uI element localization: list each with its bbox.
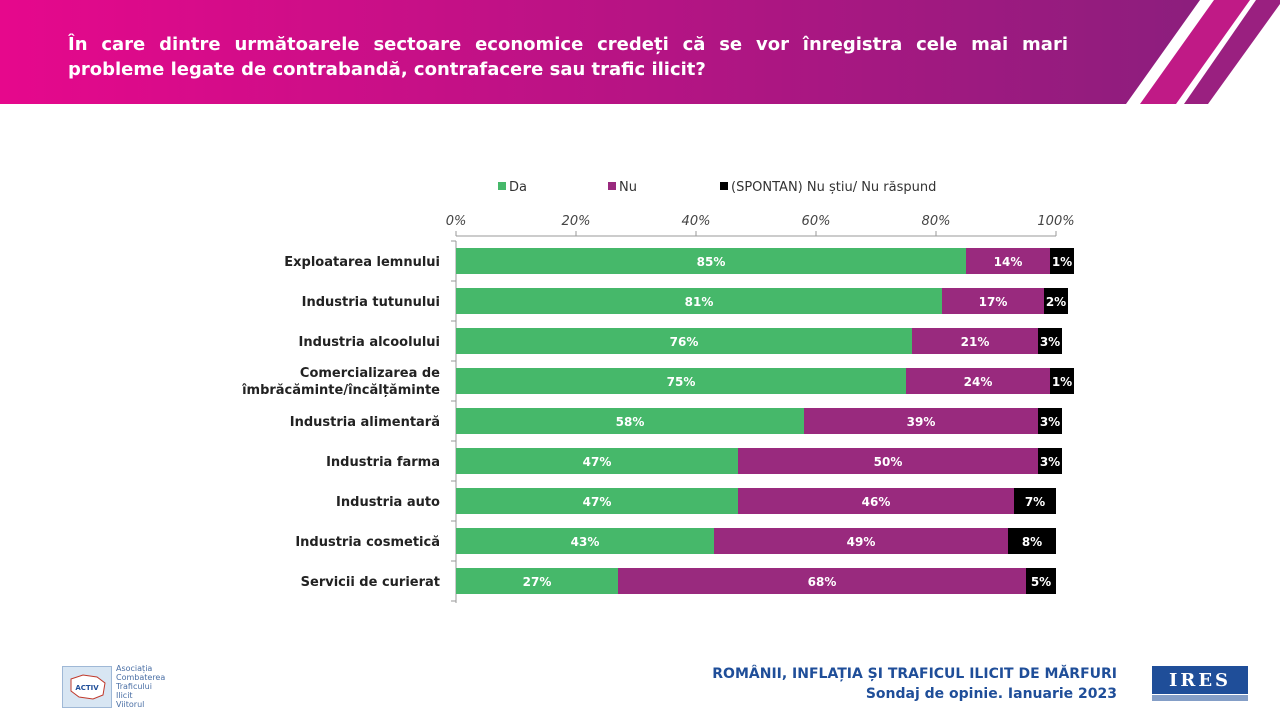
data-label: 75% (667, 375, 696, 389)
bar-segment (618, 568, 1026, 594)
activ-line: Viitorul (116, 700, 145, 709)
activ-line: Asociația (116, 664, 153, 673)
ires-logo: IRES (1152, 666, 1248, 694)
stacked-bar-chart: Da Nu (SPONTAN) Nu știu/ Nu răspund 0% 20% 40… (241, 180, 1075, 603)
bar-segment (456, 368, 906, 394)
bar-segment (456, 568, 618, 594)
category-label: Servicii de curierat (301, 575, 440, 590)
bar-segment (456, 288, 942, 314)
data-label: 1% (1052, 255, 1072, 269)
footer-title: ROMÂNII, INFLAȚIA ȘI TRAFICUL ILICIT DE … (712, 664, 1117, 704)
activ-logo-lines: Asociația Combaterea Traficului Ilicit V… (116, 664, 165, 709)
bar-segment (942, 288, 1044, 314)
activ-logo: ACTIV Asociația Combaterea Traficului Il… (62, 664, 178, 709)
category-label: Comercializarea de (300, 366, 440, 381)
bar-segment (738, 448, 1038, 474)
category-label: Industria alcoolului (299, 335, 440, 350)
bar-segment (456, 528, 714, 554)
data-label: 17% (979, 295, 1008, 309)
category-label: Industria tutunului (302, 295, 440, 310)
bar-segment (1026, 568, 1056, 594)
data-label: 47% (583, 495, 612, 509)
bar-segment (456, 448, 738, 474)
category-label: Industria alimentară (290, 415, 440, 430)
bar-segment (906, 368, 1050, 394)
activ-logo-box: ACTIV (62, 666, 112, 708)
data-label: 58% (616, 415, 645, 429)
page-title: În care dintre următoarele sectoare econ… (68, 34, 1068, 80)
data-label: 46% (862, 495, 891, 509)
x-tick-label: 0% (446, 214, 467, 229)
data-label: 2% (1046, 295, 1066, 309)
data-label: 85% (697, 255, 726, 269)
bar-segment (456, 328, 912, 354)
bar-segment (714, 528, 1008, 554)
legend-swatch (608, 182, 616, 190)
data-label: 3% (1040, 455, 1060, 469)
activ-line: Combaterea (116, 673, 166, 682)
legend-label: Nu (619, 180, 637, 195)
bar-segment (456, 488, 738, 514)
x-tick-label: 60% (802, 214, 831, 229)
data-label-background (1050, 248, 1074, 274)
data-label: 76% (670, 335, 699, 349)
data-label: 5% (1031, 575, 1051, 589)
category-label: Industria farma (326, 455, 440, 470)
category-label: Industria cosmetică (295, 535, 440, 550)
bar-segment (912, 328, 1038, 354)
data-label: 14% (994, 255, 1023, 269)
footer-line-2: Sondaj de opinie. Ianuarie 2023 (865, 686, 1117, 702)
data-label: 81% (685, 295, 714, 309)
legend-swatch (498, 182, 506, 190)
header-background (0, 0, 1280, 104)
data-label: 3% (1040, 335, 1060, 349)
legend-label: Da (509, 180, 527, 195)
data-label-background (1050, 368, 1074, 394)
activ-line: Ilicit (116, 691, 133, 700)
data-label-background (1038, 448, 1062, 474)
data-label: 43% (571, 535, 600, 549)
data-label-background (1038, 408, 1062, 434)
data-label: 47% (583, 455, 612, 469)
data-label: 8% (1022, 535, 1042, 549)
header-banner: În care dintre următoarele sectoare econ… (0, 0, 1280, 104)
category-label: îmbrăcăminte/încălțăminte (241, 383, 440, 398)
activ-line: Traficului (116, 682, 152, 691)
data-label: 39% (907, 415, 936, 429)
legend-label: (SPONTAN) Nu știu/ Nu răspund (731, 180, 936, 195)
data-label: 49% (847, 535, 876, 549)
data-label: 68% (808, 575, 837, 589)
bar-segment (456, 408, 804, 434)
bar-segment (738, 488, 1014, 514)
data-label: 50% (874, 455, 903, 469)
ires-logo-subbar (1152, 695, 1248, 701)
ires-logo-text: IRES (1168, 669, 1232, 691)
category-label: Industria auto (336, 495, 440, 510)
category-label: Exploatarea lemnului (284, 255, 440, 270)
bar-segment (804, 408, 1038, 434)
bar-segment (1014, 488, 1056, 514)
romania-map-icon: ACTIV (70, 674, 106, 700)
data-label: 7% (1025, 495, 1045, 509)
footer-line-1: ROMÂNII, INFLAȚIA ȘI TRAFICUL ILICIT DE … (712, 666, 1117, 682)
data-label: 3% (1040, 415, 1060, 429)
data-label: 1% (1052, 375, 1072, 389)
x-tick-label: 40% (682, 214, 711, 229)
data-label: 27% (523, 575, 552, 589)
x-tick-label: 80% (922, 214, 951, 229)
activ-logo-text: ACTIV (75, 684, 99, 692)
data-label: 24% (964, 375, 993, 389)
bar-segment (456, 248, 966, 274)
data-label-background (1038, 328, 1062, 354)
x-tick-label: 20% (562, 214, 591, 229)
legend-swatch (720, 182, 728, 190)
bar-segment (1008, 528, 1056, 554)
data-label-background (1044, 288, 1068, 314)
data-label: 21% (961, 335, 990, 349)
x-tick-label: 100% (1037, 214, 1074, 229)
bar-segment (966, 248, 1050, 274)
